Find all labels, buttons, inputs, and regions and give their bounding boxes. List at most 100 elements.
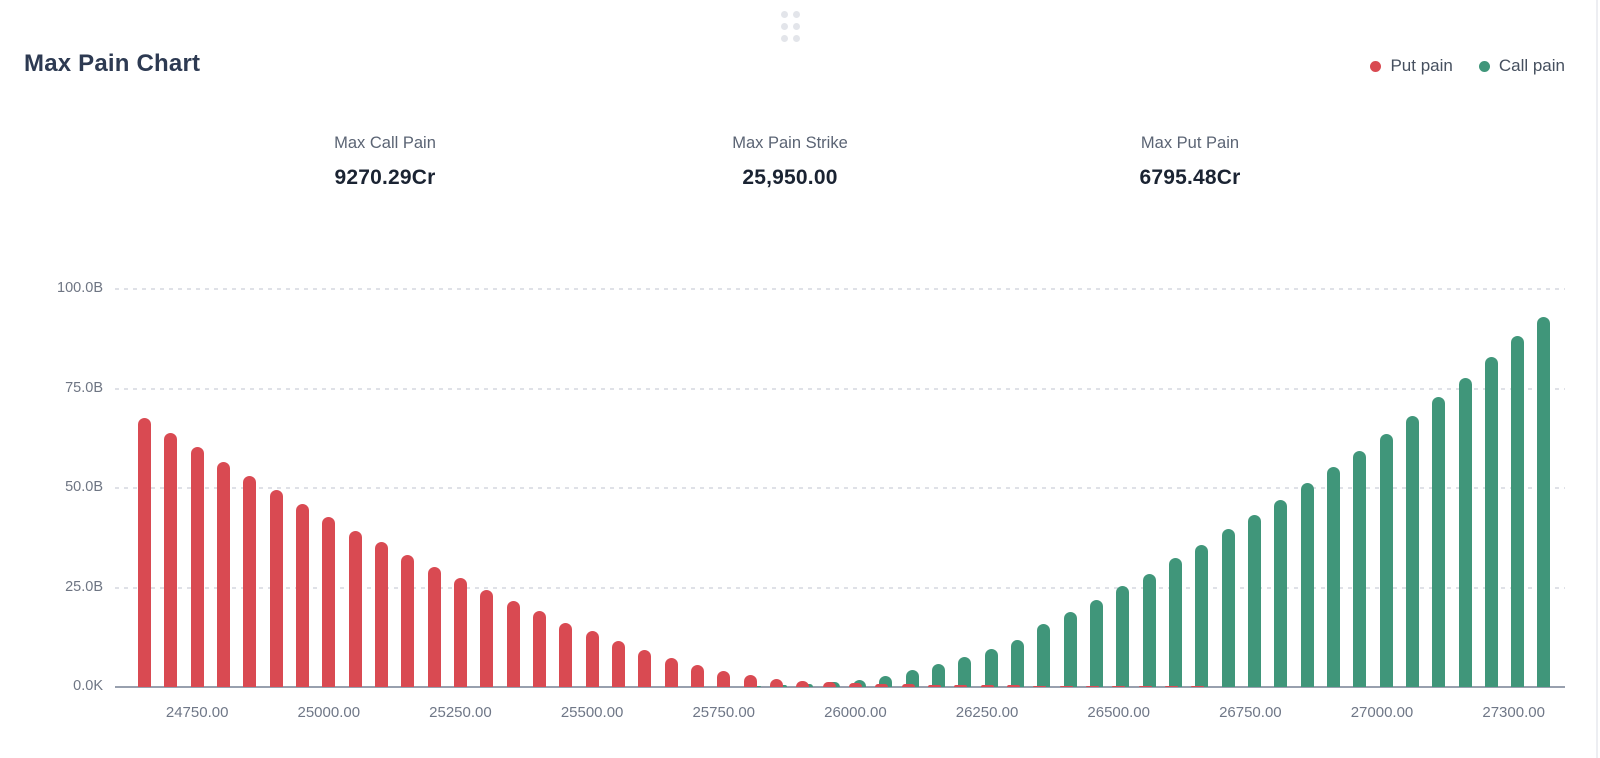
y-axis-tick-label: 100.0B [57,280,103,296]
y-axis-tick-label: 25.0B [65,578,103,595]
call-pain-bar[interactable] [1247,515,1261,687]
legend-label: Call pain [1498,56,1565,75]
call-pain-bar[interactable] [1379,434,1393,687]
x-axis-tick-label: 26000.00 [824,704,887,721]
call-pain-bar[interactable] [1405,416,1419,687]
put-pain-bar[interactable] [717,670,731,687]
y-gridline [115,586,1565,589]
put-pain-bar[interactable] [822,682,836,687]
put-pain-bar[interactable] [848,683,862,687]
x-axis-tick-label: 26500.00 [1087,704,1150,721]
y-axis-tick-label: 50.0B [65,479,103,495]
put-pain-bar[interactable] [138,418,151,687]
page-title: Max Pain Chart [24,50,201,77]
call-pain-bar[interactable] [1142,573,1156,687]
stat-value: 6795.48Cr [1139,166,1241,189]
y-axis-tick-label: 75.0B [65,379,103,396]
stat-label: Max Call Pain [334,134,436,152]
y-gridline [115,487,1565,489]
put-pain-bar[interactable] [295,503,309,687]
put-pain-bar[interactable] [190,447,204,687]
call-pain-bar[interactable] [1168,557,1182,687]
put-pain-bar[interactable] [769,679,783,687]
call-pain-bar[interactable] [1195,544,1209,687]
put-pain-bar[interactable] [374,542,388,687]
put-pain-bar[interactable] [954,685,968,687]
put-pain-bar[interactable] [690,664,704,687]
put-pain-bar[interactable] [1059,685,1073,687]
call-pain-bar[interactable] [1484,357,1498,687]
put-pain-bar[interactable] [401,554,415,687]
call-pain-bar[interactable] [1537,317,1551,687]
put-pain-bar[interactable] [427,567,441,687]
put-pain-bar[interactable] [164,433,178,687]
call-pain-bar[interactable] [1063,611,1077,687]
put-pain-bar[interactable] [348,530,362,687]
legend-item-put-pain[interactable]: Put pain [1370,56,1453,76]
stat-value: 25,950.00 [742,166,838,189]
call-pain-bar[interactable] [931,663,945,687]
call-pain-bar[interactable] [1221,528,1235,687]
put-pain-bar[interactable] [875,683,889,687]
put-pain-bar[interactable] [611,641,625,687]
put-pain-bar[interactable] [322,516,336,687]
x-axis-tick-label: 25250.00 [429,704,492,721]
call-pain-bar[interactable] [1458,378,1472,687]
put-pain-bar[interactable] [1085,685,1099,687]
call-pain-bar[interactable] [1116,585,1130,687]
put-pain-bar[interactable] [796,681,810,687]
put-pain-bar[interactable] [1164,685,1178,687]
put-pain-bar[interactable] [927,684,941,687]
call-pain-bar[interactable] [1037,623,1051,687]
put-pain-bar[interactable] [559,622,573,687]
stat-value: 9270.29Cr [334,166,436,189]
put-pain-bar[interactable] [269,490,283,687]
y-gridline [115,288,1565,290]
put-pain-bar[interactable] [743,675,757,687]
call-pain-bar[interactable] [905,670,919,687]
call-pain-bar[interactable] [1300,483,1314,687]
legend-label: Put pain [1390,56,1453,75]
put-pain-bar[interactable] [664,657,678,687]
drag-handle-icon[interactable] [781,11,800,42]
call-pain-bar[interactable] [984,648,998,687]
x-axis-tick-label: 26750.00 [1219,704,1282,721]
put-pain-bar[interactable] [980,685,994,687]
call-pain-bar[interactable] [1274,499,1288,687]
put-pain-bar[interactable] [1191,685,1205,687]
put-pain-bar[interactable] [216,462,230,687]
put-pain-bar[interactable] [453,578,467,687]
put-pain-bar[interactable] [585,631,599,687]
call-pain-bar[interactable] [1010,639,1024,687]
legend-item-call-pain[interactable]: Call pain [1478,56,1565,76]
call-pain-bar[interactable] [1326,466,1340,687]
call-pain-bar[interactable] [958,656,972,687]
call-pain-bar[interactable] [1089,599,1103,687]
put-pain-bar[interactable] [901,684,915,687]
stat-label: Max Pain Strike [732,134,848,152]
put-pain-bar[interactable] [1033,685,1047,687]
put-pain-bar[interactable] [1006,685,1020,687]
put-pain-bar[interactable] [506,601,520,687]
call-pain-bar[interactable] [879,675,893,687]
call-pain-bar[interactable] [1353,450,1367,687]
stat-max-pain-strike: Max Pain Strike 25,950.00 [640,134,940,190]
call-pain-bar[interactable] [1511,335,1525,687]
stat-max-call-pain: Max Call Pain 9270.29Cr [235,134,535,190]
put-pain-bar[interactable] [532,611,546,687]
x-axis-line [115,686,1565,688]
x-axis-tick-label: 26250.00 [955,704,1019,721]
stat-max-put-pain: Max Put Pain 6795.48Cr [1040,134,1340,190]
x-axis-tick-label: 25750.00 [692,704,756,721]
put-pain-bar[interactable] [243,476,257,687]
card-right-border [1596,0,1598,758]
put-pain-bar[interactable] [480,590,494,687]
x-axis-tick-label: 24750.00 [165,704,229,721]
call-pain-bar[interactable] [1432,397,1446,687]
put-pain-bar[interactable] [1112,685,1126,687]
y-gridline [115,387,1565,390]
put-pain-bar[interactable] [1138,685,1152,687]
put-pain-bar[interactable] [638,650,652,687]
